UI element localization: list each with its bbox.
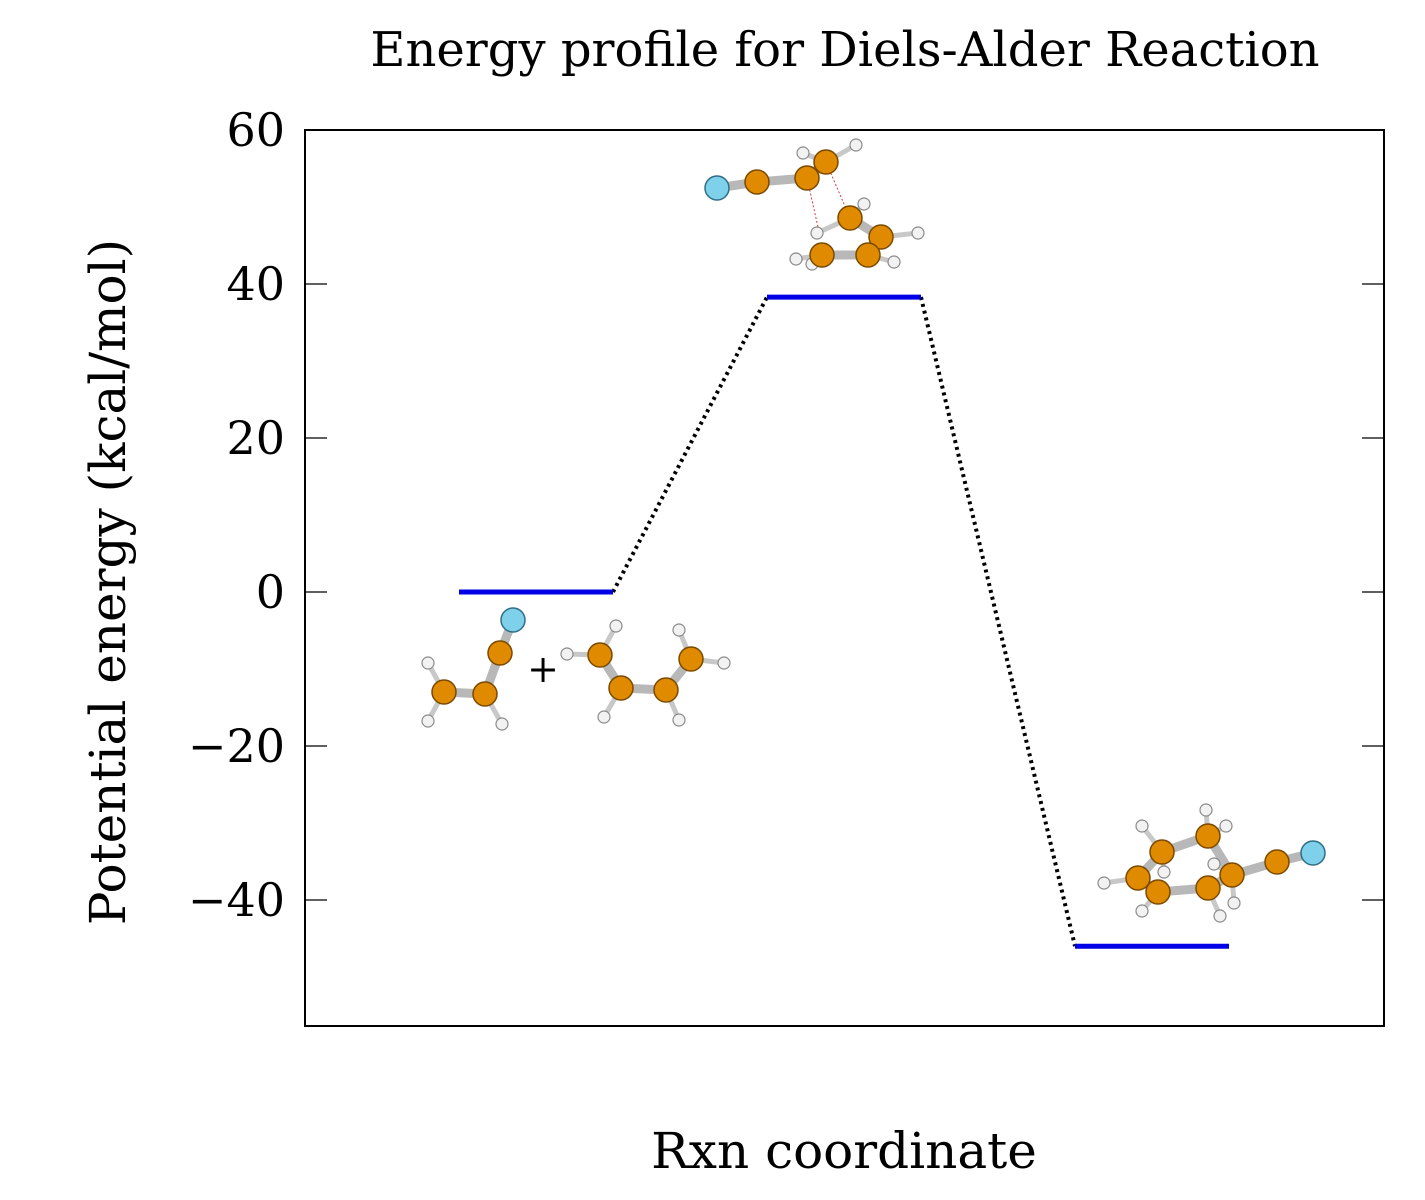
y-tick-label: −20	[188, 719, 285, 773]
connectors	[611, 296, 1077, 947]
reactants-molecules-icon: +	[421, 607, 731, 731]
y-axis-label: Potential energy (kcal/mol)	[79, 239, 137, 925]
energy-levels	[459, 294, 1229, 949]
y-tick-label: 40	[226, 257, 285, 311]
connector-line	[611, 296, 769, 593]
plot-frame	[304, 129, 1385, 1027]
product-molecule-icon	[1097, 803, 1326, 923]
y-ticks: 60 40 20 0 −20 −40	[188, 103, 1384, 927]
x-axis-label: Rxn coordinate	[651, 1122, 1037, 1180]
chart-title: Energy profile for Diels-Alder Reaction	[370, 22, 1319, 78]
plus-sign: +	[527, 647, 559, 691]
y-tick-label: 0	[256, 565, 285, 619]
y-tick-label: −40	[188, 873, 285, 927]
y-tick-label: 20	[226, 411, 285, 465]
transition-state-molecule-icon	[704, 138, 925, 271]
connector-line	[919, 296, 1077, 947]
y-tick-label: 60	[226, 103, 285, 157]
axes	[304, 129, 1385, 1027]
